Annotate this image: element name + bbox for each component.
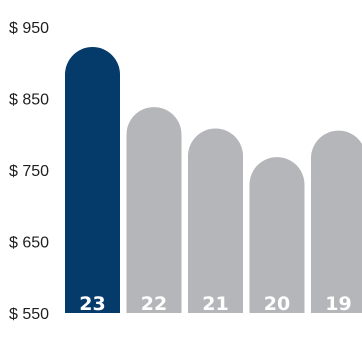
bar-label-23: 23 bbox=[79, 293, 105, 315]
bar-labels-group: 23 22 21 20 19 bbox=[79, 293, 351, 315]
y-tick-label: $ 650 bbox=[9, 235, 49, 252]
y-tick-label: $ 550 bbox=[9, 306, 49, 323]
bar-label-19: 19 bbox=[325, 293, 351, 315]
bar-19 bbox=[311, 130, 362, 313]
bar-21 bbox=[188, 128, 243, 313]
y-axis: $ 550 $ 650 $ 750 $ 850 $ 950 bbox=[9, 20, 49, 323]
bar-label-21: 21 bbox=[202, 293, 228, 315]
bar-20 bbox=[249, 157, 305, 313]
y-tick-label: $ 850 bbox=[9, 92, 49, 109]
bar-label-20: 20 bbox=[264, 293, 290, 315]
bar-23 bbox=[65, 47, 120, 314]
y-tick-label: $ 950 bbox=[9, 20, 49, 37]
bars-group bbox=[65, 47, 362, 314]
bar-label-22: 22 bbox=[141, 293, 167, 315]
bar-22 bbox=[126, 107, 182, 314]
y-tick-label: $ 750 bbox=[9, 163, 49, 180]
